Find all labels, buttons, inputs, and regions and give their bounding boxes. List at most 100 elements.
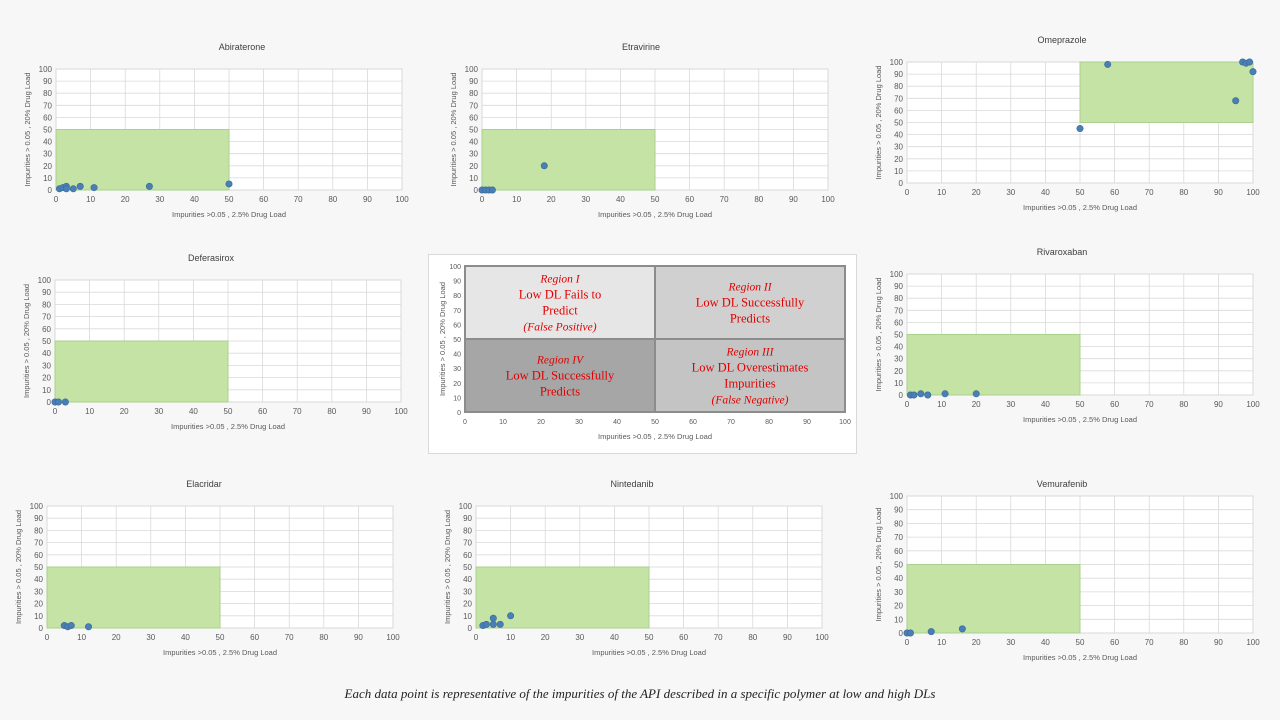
x-tick-label: 40	[181, 633, 190, 642]
y-tick-label: 30	[34, 587, 43, 596]
data-point	[1242, 59, 1250, 67]
x-axis-title: Impurities >0.05 , 2.5% Drug Load	[598, 210, 712, 219]
y-tick-label: 70	[463, 539, 472, 548]
x-tick-label: 100	[1246, 400, 1260, 409]
x-tick-label: 50	[651, 195, 660, 204]
x-tick-label: 0	[474, 633, 479, 642]
y-tick-label: 70	[43, 101, 52, 110]
data-point	[958, 625, 966, 633]
y-tick-label: 100	[39, 65, 53, 74]
x-tick-label: 50	[1076, 188, 1085, 197]
x-axis-title: Impurities >0.05 , 2.5% Drug Load	[1023, 415, 1137, 424]
y-tick-label: 90	[42, 288, 51, 297]
y-axis-title: Impurities > 0.05 , 20% Drug Load	[874, 65, 883, 179]
y-tick-label: 50	[42, 337, 51, 346]
x-tick-label: 90	[363, 195, 372, 204]
y-tick-label: 60	[469, 113, 478, 122]
x-tick-label: 40	[189, 407, 198, 416]
x-axis-title: Impurities >0.05 , 2.5% Drug Load	[163, 648, 277, 657]
x-tick-label: 20	[541, 633, 550, 642]
y-tick-label: 40	[469, 138, 478, 147]
y-tick-label: 30	[894, 355, 903, 364]
x-tick-label: 60	[1110, 188, 1119, 197]
data-point	[1104, 60, 1112, 68]
x-tick-label: 100	[1246, 188, 1260, 197]
x-tick-label: 100	[395, 195, 409, 204]
x-tick-label: 60	[258, 407, 267, 416]
x-tick-label: 0	[905, 188, 910, 197]
x-axis-title: Impurities >0.05 , 2.5% Drug Load	[172, 210, 286, 219]
data-point	[488, 186, 496, 194]
data-point	[906, 629, 914, 637]
y-tick-label: 10	[894, 615, 903, 624]
x-tick-label: 80	[748, 633, 757, 642]
prediction-region	[46, 566, 221, 629]
x-axis-title: Impurities >0.05 , 2.5% Drug Load	[171, 422, 285, 431]
x-tick-label: 10	[506, 633, 515, 642]
y-tick-label: 100	[890, 270, 904, 279]
x-tick-label: 10	[77, 633, 86, 642]
data-point	[917, 390, 925, 398]
y-tick-label: 40	[34, 575, 43, 584]
data-point	[478, 186, 486, 194]
data-point	[55, 185, 63, 193]
data-point	[62, 185, 70, 193]
chart-title: Vemurafenib	[1037, 479, 1088, 489]
x-tick-label: 90	[789, 195, 798, 204]
y-tick-label: 20	[894, 367, 903, 376]
x-tick-label: 40	[1041, 188, 1050, 197]
x-tick-label: 70	[720, 195, 729, 204]
x-tick-label: 10	[512, 195, 521, 204]
data-point	[51, 398, 59, 406]
data-point	[1249, 68, 1257, 76]
y-tick-label: 30	[469, 150, 478, 159]
data-point	[1239, 58, 1247, 66]
data-point	[145, 182, 153, 190]
x-tick-label: 40	[1041, 400, 1050, 409]
x-tick-label: 10	[937, 188, 946, 197]
plot-area	[906, 273, 1254, 396]
x-tick-label: 70	[714, 633, 723, 642]
y-tick-label: 20	[34, 600, 43, 609]
y-tick-label: 60	[463, 551, 472, 560]
x-tick-label: 80	[754, 195, 763, 204]
y-tick-label: 40	[42, 349, 51, 358]
x-tick-label: 60	[250, 633, 259, 642]
y-tick-label: 70	[894, 306, 903, 315]
data-point	[1232, 97, 1240, 105]
y-tick-label: 50	[894, 331, 903, 340]
y-tick-label: 60	[894, 547, 903, 556]
x-tick-label: 20	[972, 638, 981, 647]
x-tick-label: 30	[1006, 400, 1015, 409]
y-tick-label: 30	[463, 587, 472, 596]
x-tick-label: 100	[815, 633, 829, 642]
data-point	[69, 185, 77, 193]
y-tick-label: 40	[894, 131, 903, 140]
x-tick-label: 20	[972, 188, 981, 197]
x-tick-label: 80	[1179, 400, 1188, 409]
chart-title: Omeprazole	[1037, 35, 1086, 45]
y-axis-title: Impurities > 0.05 , 20% Drug Load	[874, 507, 883, 621]
x-tick-label: 90	[1214, 638, 1223, 647]
chart-title: Etravirine	[622, 42, 660, 52]
data-point	[485, 186, 493, 194]
x-tick-label: 70	[293, 407, 302, 416]
data-point	[903, 629, 911, 637]
y-tick-label: 70	[34, 539, 43, 548]
data-point	[67, 622, 75, 630]
data-point	[62, 182, 70, 190]
data-point	[941, 390, 949, 398]
prediction-region	[481, 129, 656, 191]
x-tick-label: 80	[319, 633, 328, 642]
x-tick-label: 30	[154, 407, 163, 416]
y-tick-label: 20	[894, 155, 903, 164]
y-tick-label: 0	[48, 186, 53, 195]
y-tick-label: 90	[894, 506, 903, 515]
y-tick-label: 0	[39, 624, 44, 633]
x-tick-label: 50	[225, 195, 234, 204]
x-tick-label: 10	[937, 638, 946, 647]
prediction-region	[54, 340, 229, 403]
y-tick-label: 70	[469, 101, 478, 110]
y-tick-label: 10	[42, 386, 51, 395]
x-tick-label: 60	[685, 195, 694, 204]
